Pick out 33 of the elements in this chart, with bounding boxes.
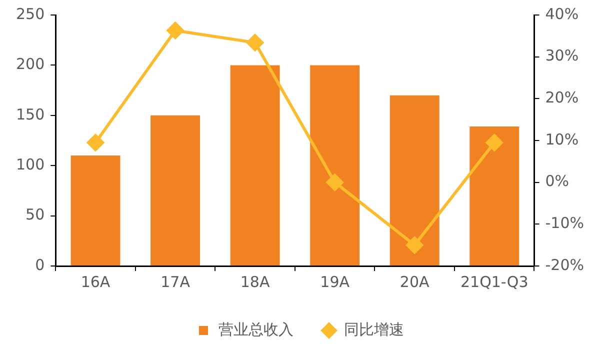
- point: [87, 134, 104, 152]
- bar: [70, 156, 120, 266]
- legend-label: 营业总收入: [218, 320, 294, 338]
- y2-tick-label: 30%: [545, 46, 579, 65]
- legend-label: 同比增速: [344, 320, 404, 338]
- x-tick-label: 18A: [240, 272, 270, 291]
- point: [406, 236, 424, 254]
- y2-tick-label: -10%: [545, 214, 584, 232]
- y2-tick-label: 0%: [545, 172, 570, 190]
- point: [326, 174, 344, 191]
- y-tick-label: 250: [16, 4, 45, 23]
- x-tick-label: 21Q1-Q3: [460, 272, 528, 291]
- y2-tick-label: 20%: [545, 88, 579, 107]
- y2-tick-label: -20%: [545, 256, 584, 274]
- point: [486, 134, 503, 152]
- bar: [310, 65, 360, 266]
- y-tick-label: 200: [16, 55, 45, 74]
- bar: [150, 115, 200, 266]
- bar: [470, 126, 520, 266]
- x-tick-label: 19A: [320, 272, 350, 291]
- y2-tick-label: 40%: [545, 4, 579, 23]
- point: [246, 34, 264, 52]
- y-tick-label: 0: [35, 256, 45, 274]
- y-tick-label: 50: [26, 206, 45, 224]
- bar: [390, 95, 440, 266]
- bar: [230, 65, 280, 266]
- y2-tick-label: 10%: [545, 130, 579, 148]
- x-tick-label: 17A: [160, 272, 191, 291]
- point: [166, 22, 184, 39]
- y-tick-label: 100: [16, 155, 45, 174]
- y-tick-label: 150: [16, 105, 45, 124]
- x-tick-label: 16A: [80, 272, 111, 291]
- x-tick-label: 20A: [400, 272, 430, 291]
